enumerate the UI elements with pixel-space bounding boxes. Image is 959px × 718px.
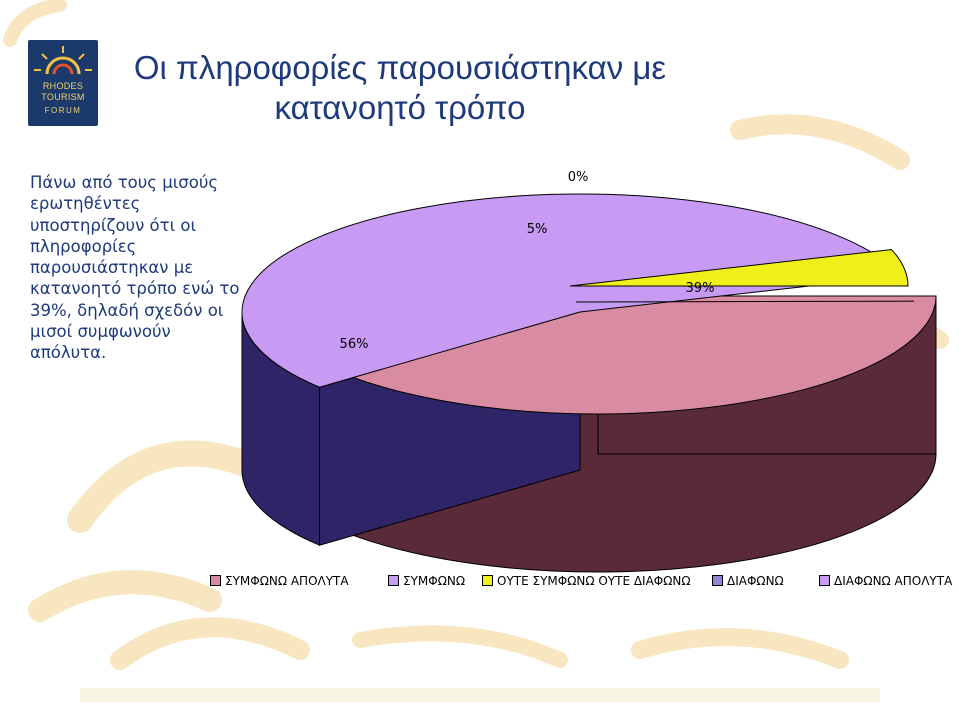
legend-label-3: ΔΙΑΦΩΝΩ xyxy=(727,574,784,588)
legend-swatch-1 xyxy=(388,575,399,586)
summary-text: Πάνω από τους μισούς ερωτηθέντες υποστηρ… xyxy=(30,173,240,363)
legend-label-0: ΣΥΜΦΩΝΩ ΑΠΟΛΥΤΑ xyxy=(225,574,349,588)
pie-slice-2 xyxy=(569,249,909,287)
page-title-line2: κατανοητό τρόπο xyxy=(274,89,526,126)
pie-label-2: 5% xyxy=(527,222,548,237)
logo-line3: FORUM xyxy=(44,106,82,115)
legend-label-1: ΣΥΜΦΩΝΩ xyxy=(403,574,466,588)
chart-legend: ΣΥΜΦΩΝΩ ΑΠΟΛΥΤΑ ΣΥΜΦΩΝΩ ΟΥΤΕ ΣΥΜΦΩΝΩ ΟΥΤΕ … xyxy=(210,573,955,591)
legend-item-1: ΣΥΜΦΩΝΩ xyxy=(388,573,465,589)
pie-label-3: 0% xyxy=(568,170,589,185)
legend-item-4: ΔΙΑΦΩΝΩ ΑΠΟΛΥΤΑ xyxy=(819,573,952,589)
legend-swatch-2 xyxy=(482,575,493,586)
legend-label-2: ΟΥΤΕ ΣΥΜΦΩΝΩ ΟΥΤΕ ΔΙΑΦΩΝΩ xyxy=(497,574,691,588)
pie-slice-1 xyxy=(241,193,903,388)
legend-swatch-3 xyxy=(712,575,723,586)
pie-label-1: 56% xyxy=(340,337,369,352)
pie-label-0: 39% xyxy=(686,281,715,296)
legend-swatch-4 xyxy=(819,575,830,586)
legend-item-0: ΣΥΜΦΩΝΩ ΑΠΟΛΥΤΑ xyxy=(210,573,349,589)
logo-line1: RHODES xyxy=(42,81,84,91)
legend-label-4: ΔΙΑΦΩΝΩ ΑΠΟΛΥΤΑ xyxy=(834,574,953,588)
pie-slice-3-edge xyxy=(575,300,914,303)
legend-swatch-0 xyxy=(210,575,221,586)
legend-item-2: ΟΥΤΕ ΣΥΜΦΩΝΩ ΟΥΤΕ ΔΙΑΦΩΝΩ xyxy=(482,573,691,589)
pie-slice-0 xyxy=(336,295,937,415)
page-title: Οι πληροφορίες παρουσιάστηκαν με κατανοη… xyxy=(120,48,680,128)
page-title-line1: Οι πληροφορίες παρουσιάστηκαν με xyxy=(133,49,667,86)
sun-icon xyxy=(28,46,98,80)
legend-item-3: ΔΙΑΦΩΝΩ xyxy=(712,573,784,589)
rhodes-tourism-forum-logo: RHODES TOURISM FORUM xyxy=(28,40,98,126)
logo-line2: TOURISM xyxy=(41,92,85,102)
